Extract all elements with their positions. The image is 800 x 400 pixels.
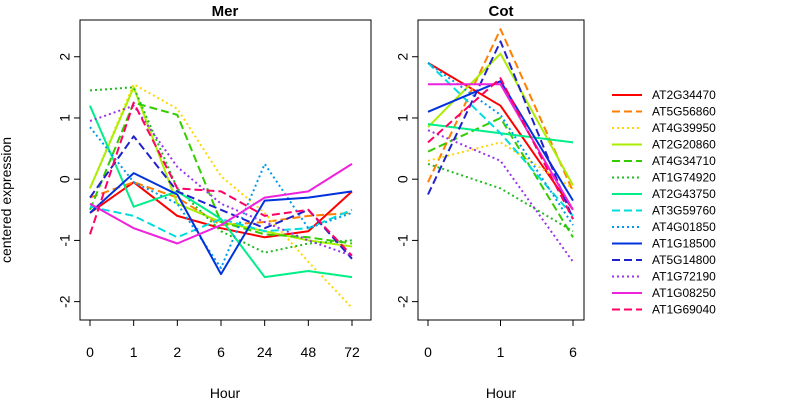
x-axis-label-mer: Hour [210,385,241,400]
y-tick-label-cot-0: -2 [395,295,411,308]
legend-label-at1g69040: AT1G69040 [652,303,716,317]
series-line-cot-at1g74920 [427,162,574,233]
axes-mer: -2 -1 0 1 2 0 1 2 6 24 48 72 [57,53,360,360]
panel-title-cot: Cot [489,3,514,20]
y-tick-label-mer-0: -2 [57,295,73,308]
axes-cot: -2 -1 0 1 2 0 1 6 [395,53,577,360]
y-axis-label: centered expression [0,137,14,263]
y-tick-label-cot-3: 1 [395,114,411,122]
series-line-mer-at1g08250 [89,163,353,245]
y-tick-label-mer-2: 0 [57,175,73,183]
x-tick-label-cot-2: 6 [569,344,577,360]
panel-cot: Cot Hour -2 -1 0 1 2 0 1 6 [395,3,585,400]
x-tick-label-mer-6: 72 [344,344,360,360]
legend-label-at4g34710: AT4G34710 [652,154,716,168]
x-tick-label-mer-5: 48 [301,344,317,360]
series-line-mer-at1g69040 [89,101,353,257]
series-line-cot-at1g08250 [428,83,574,211]
x-tick-label-mer-4: 24 [257,344,273,360]
legend-label-at1g08250: AT1G08250 [652,286,716,300]
y-tick-label-mer-1: -1 [57,234,73,247]
x-tick-label-mer-2: 2 [173,344,181,360]
legend-label-at2g34470: AT2G34470 [652,88,716,102]
legend-label-at2g20860: AT2G20860 [652,138,716,152]
legend-label-at1g74920: AT1G74920 [652,171,716,185]
legend: AT2G34470 AT5G56860 AT4G39950 AT2G20860 AT4G… [612,88,716,317]
series-line-cot-at2g34470 [427,62,574,211]
series-line-cot-at5g14800 [427,40,574,220]
series-line-mer-at1g18500 [89,172,353,276]
legend-label-at5g56860: AT5G56860 [652,105,716,119]
y-tick-label-cot-1: -1 [395,234,411,247]
y-tick-label-mer-4: 2 [57,53,73,61]
x-tick-label-cot-0: 0 [424,344,432,360]
x-tick-label-mer-1: 1 [130,344,138,360]
x-axis-label-cot: Hour [486,385,517,400]
panel-title-mer: Mer [212,3,239,20]
series-line-mer-at5g14800 [89,135,353,260]
series-line-cot-at3g59760 [427,62,574,217]
legend-label-at2g43750: AT2G43750 [652,187,716,201]
series-line-mer-at1g74920 [89,86,353,254]
x-tick-label-cot-1: 1 [497,344,505,360]
legend-label-at1g72190: AT1G72190 [652,270,716,284]
y-tick-label-cot-4: 2 [395,53,411,61]
series-line-cot-at1g69040 [427,77,574,220]
y-tick-label-cot-2: 0 [395,175,411,183]
series-line-cot-at1g72190 [427,129,574,263]
y-tick-label-mer-3: 1 [57,114,73,122]
legend-label-at3g59760: AT3G59760 [652,204,716,218]
series-line-mer-at3g59760 [89,205,353,239]
legend-label-at4g39950: AT4G39950 [652,121,716,135]
legend-label-at1g18500: AT1G18500 [652,237,716,251]
series-line-cot-at1g18500 [427,80,574,202]
series-lines-cot [427,28,574,263]
legend-label-at4g01850: AT4G01850 [652,220,716,234]
series-line-cot-at5g56860 [427,28,574,192]
series-line-mer-at4g01850 [89,126,353,269]
panel-mer: Mer Hour -2 -1 0 1 2 0 1 2 6 24 48 72 [57,3,372,400]
legend-label-at5g14800: AT5G14800 [652,253,716,267]
series-line-mer-at4g39950 [89,83,353,309]
x-tick-label-mer-3: 6 [217,344,225,360]
series-lines-mer [89,83,353,309]
x-tick-label-mer-0: 0 [86,344,94,360]
series-line-mer-at2g43750 [89,105,353,279]
plot-frame-mer [79,19,372,321]
